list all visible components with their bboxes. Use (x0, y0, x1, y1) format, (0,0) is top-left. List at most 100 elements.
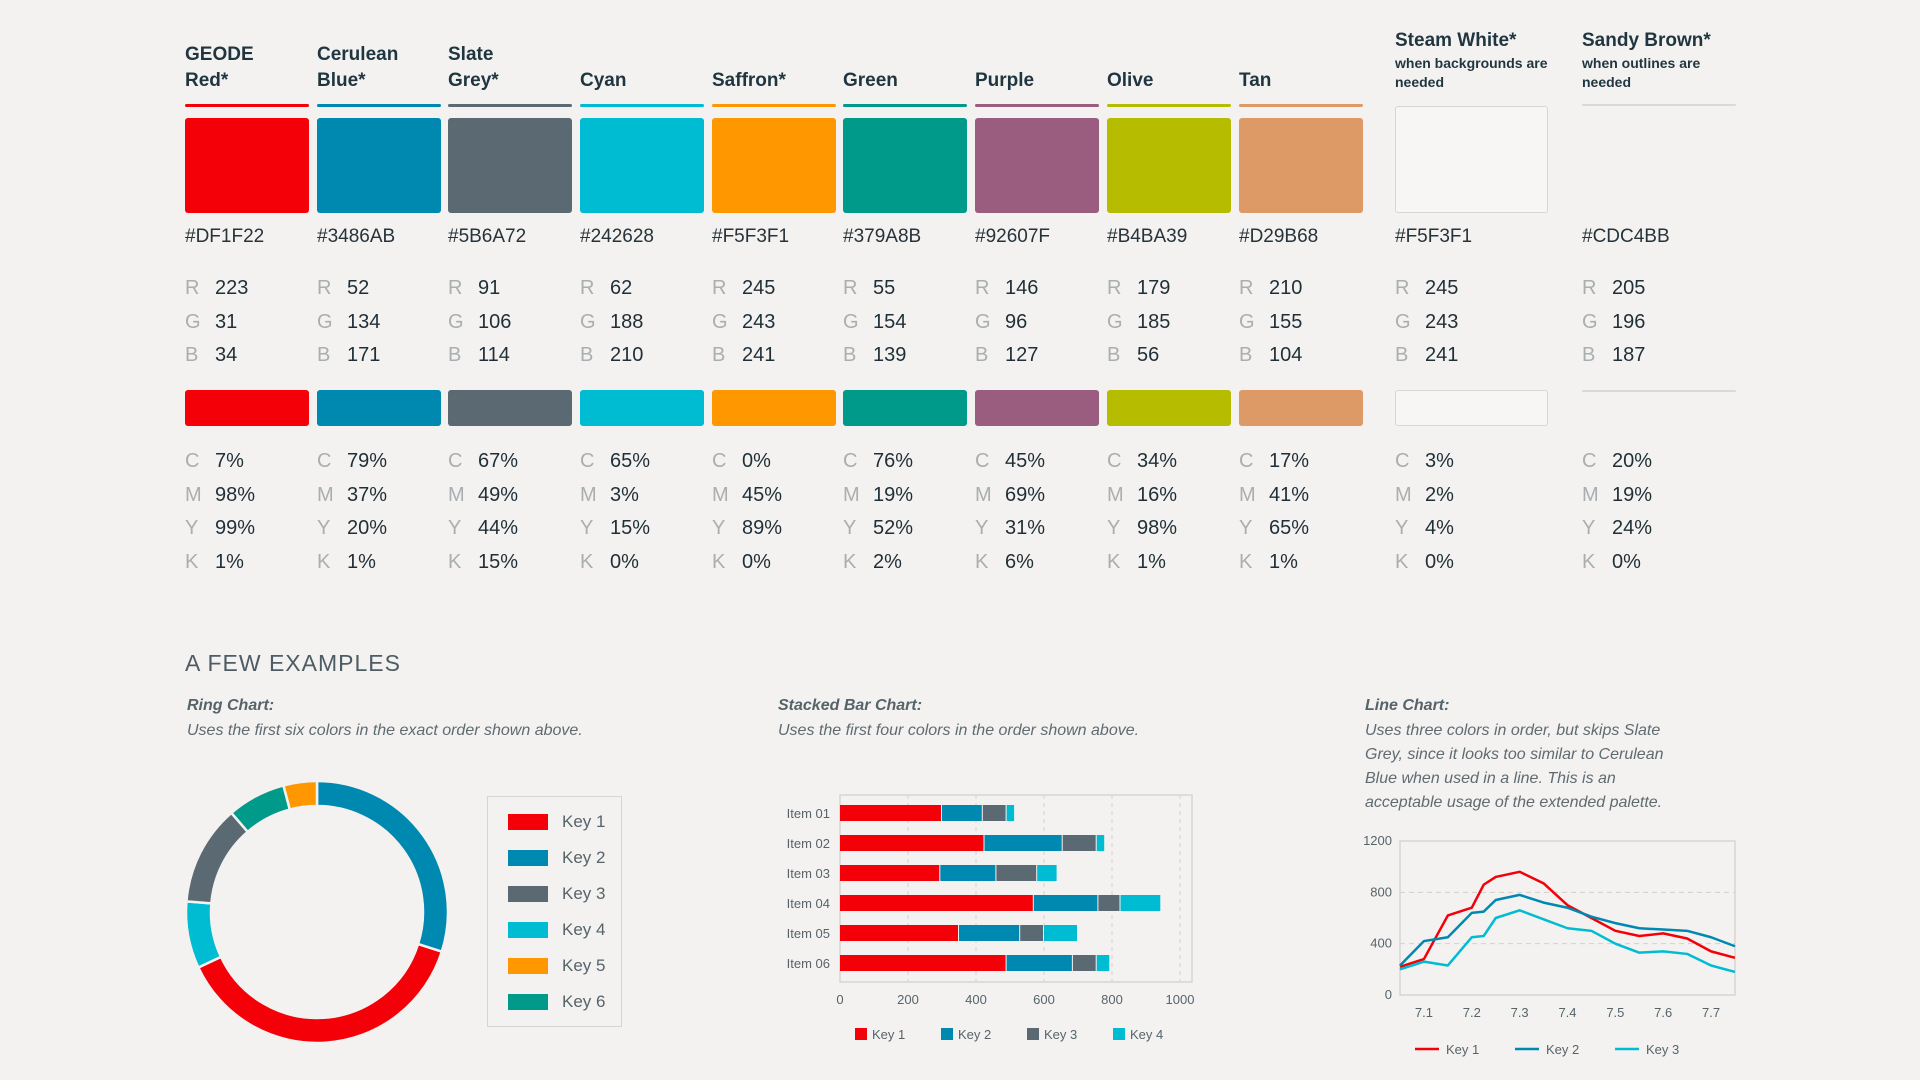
bar-segment (1037, 865, 1057, 881)
color-rule (317, 104, 441, 107)
channel-value: 99% (215, 517, 256, 539)
color-bar (580, 390, 704, 426)
x-tick-label: 7.2 (1463, 1005, 1481, 1020)
bar-segment (1033, 895, 1098, 911)
color-swatch (317, 118, 441, 213)
cmyk-values-row: K 0% (1582, 551, 1652, 585)
channel-value: 210 (610, 344, 644, 366)
legend-label: Key 5 (562, 956, 606, 975)
channel-label: G (1395, 310, 1411, 333)
channel-value: 0% (610, 550, 639, 573)
cmyk-values-row: C 65% (580, 450, 650, 484)
channel-value: 89% (742, 517, 783, 539)
channel-label: G (1239, 310, 1255, 333)
channel-value: 185 (1137, 310, 1171, 333)
channel-value: 1% (215, 550, 244, 573)
cmyk-values: C 3% M 2% Y 4% K 0% (1395, 450, 1454, 584)
line-chart-desc-line: acceptable usage of the extended palette… (1365, 794, 1663, 811)
line-chart-desc-line: Grey, since it looks too similar to Ceru… (1365, 746, 1664, 763)
color-name: GEODE Red* (185, 42, 254, 94)
legend-label: Key 1 (1446, 1042, 1479, 1057)
rgb-values-row: R 210 (1239, 277, 1302, 311)
channel-value: 155 (1269, 310, 1303, 333)
channel-value: 69% (1005, 483, 1046, 506)
channel-value: 37% (347, 483, 388, 506)
cmyk-values-row: K 1% (1107, 551, 1177, 585)
channel-value: 3% (610, 483, 639, 506)
channel-label: K (843, 550, 857, 573)
cmyk-values-row: Y 15% (580, 517, 650, 551)
rgb-values-row: R 91 (448, 277, 511, 311)
color-rule (712, 104, 836, 107)
channel-label: M (1395, 483, 1412, 506)
bar-segment (982, 805, 1006, 821)
channel-label: K (712, 550, 726, 573)
color-bar (843, 390, 967, 426)
channel-label: R (317, 277, 332, 299)
rgb-values-row: R 179 (1107, 277, 1170, 311)
channel-label: Y (317, 517, 331, 539)
legend-label: Key 2 (562, 848, 606, 867)
line-series-key-1 (1399, 870, 1736, 968)
cmyk-values-row: Y 44% (448, 517, 518, 551)
rgb-values-row: R 245 (712, 277, 775, 311)
y-tick-label: 400 (1370, 936, 1392, 951)
color-name-line1: GEODE (185, 44, 254, 65)
cmyk-values-row: K 1% (185, 551, 255, 585)
cmyk-values-row: M 98% (185, 484, 255, 518)
cmyk-values: C 67% M 49% Y 44% K 15% (448, 450, 518, 584)
channel-label: R (185, 277, 200, 299)
channel-value: 4% (1425, 517, 1454, 539)
channel-label: C (843, 450, 858, 472)
rgb-values-row: R 146 (975, 277, 1038, 311)
channel-value: 171 (347, 344, 381, 366)
channel-label: B (317, 344, 331, 366)
color-swatch (712, 118, 836, 213)
legend-swatch (508, 958, 548, 974)
cmyk-values: C 79% M 37% Y 20% K 1% (317, 450, 387, 584)
channel-label: B (712, 344, 726, 366)
channel-label: Y (843, 517, 857, 539)
color-name: Saffron* (712, 42, 786, 94)
cmyk-values: C 65% M 3% Y 15% K 0% (580, 450, 650, 584)
color-name-line2: Red* (185, 70, 229, 91)
channel-label: R (843, 277, 858, 299)
color-name-line2: Grey* (448, 70, 499, 91)
channel-label: C (580, 450, 595, 472)
cmyk-values-row: Y 65% (1239, 517, 1309, 551)
channel-label: B (1239, 344, 1253, 366)
color-swatch (185, 118, 309, 213)
channel-value: 45% (1005, 450, 1046, 472)
channel-label: K (185, 550, 199, 573)
color-swatch (1395, 106, 1548, 213)
ring-slice-key-4 (184, 900, 223, 970)
channel-value: 52 (347, 277, 370, 299)
channel-value: 65% (1269, 517, 1310, 539)
hex-code: #F5F3F1 (1395, 226, 1473, 247)
bar-segment (840, 835, 984, 851)
bar-chart-desc: Uses the first four colors in the order … (778, 722, 1140, 739)
cmyk-values-row: C 34% (1107, 450, 1177, 484)
channel-value: 223 (215, 277, 249, 299)
cmyk-values-row: C 7% (185, 450, 255, 484)
ring-slice-key-3 (185, 811, 250, 905)
color-rule (185, 104, 309, 107)
channel-label: M (975, 483, 992, 506)
bar-segment (840, 895, 1033, 911)
channel-label: B (580, 344, 594, 366)
bar-segment (942, 805, 982, 821)
color-name-line1: Slate (448, 44, 494, 65)
channel-value: 210 (1269, 277, 1303, 299)
hex-code: #D29B68 (1239, 226, 1319, 247)
legend-label: Key 6 (562, 992, 606, 1011)
legend-swatch (1027, 1028, 1039, 1040)
color-name-line2: Purple (975, 70, 1035, 91)
channel-value: 1% (1137, 550, 1166, 573)
line-chart-title: Line Chart: (1365, 697, 1450, 714)
legend-swatch (855, 1028, 867, 1040)
bar-segment (1120, 895, 1161, 911)
legend-swatch (508, 922, 548, 938)
y-category-label: Item 02 (787, 836, 830, 851)
cmyk-values-row: Y 24% (1582, 517, 1652, 551)
legend-item: Key 2 (508, 848, 605, 868)
